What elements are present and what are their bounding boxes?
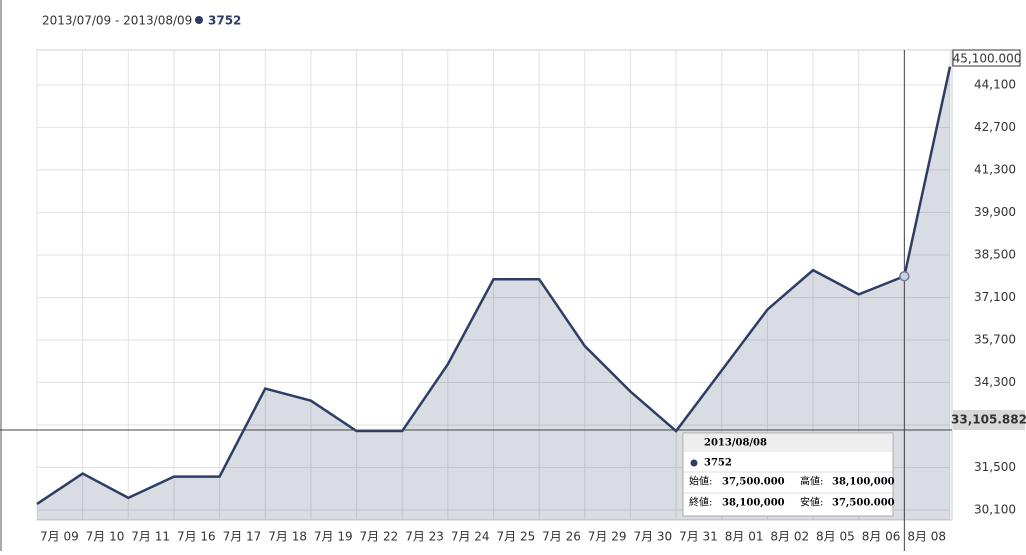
y-tick-label: 38,500 <box>974 247 1016 261</box>
crosshair-label-box <box>953 410 1025 430</box>
tooltip-cell: 安値: <box>800 496 823 509</box>
y-tick-label: 34,300 <box>974 375 1016 389</box>
x-tick-label: 8月 05 <box>816 530 855 544</box>
tooltip-cell: 始値: <box>689 475 712 488</box>
hover-point <box>899 270 910 282</box>
tooltip-dot <box>690 459 698 467</box>
x-tick-label: 8月 06 <box>862 530 901 544</box>
tooltip-header <box>684 434 892 452</box>
x-tick-label: 7月 23 <box>405 530 444 544</box>
legend-dot <box>195 16 203 24</box>
x-tick-label: 7月 26 <box>542 530 581 544</box>
tooltip-cell: 高値: <box>800 475 823 488</box>
line <box>36 66 952 505</box>
x-tick-label: 7月 25 <box>497 530 536 544</box>
x-tick-label: 7月 30 <box>633 530 672 544</box>
max-label-box <box>952 49 1021 67</box>
x-tick-label: 8月 02 <box>770 530 809 544</box>
tooltip-cell: 終値: <box>689 496 712 509</box>
y-tick-label: 35,700 <box>974 332 1016 346</box>
y-tick-label: 41,300 <box>974 162 1016 176</box>
x-tick-label: 7月 19 <box>314 530 353 544</box>
y-tick-label: 31,500 <box>974 460 1016 474</box>
x-tick-label: 8月 01 <box>725 530 764 544</box>
x-tick-label: 7月 16 <box>177 530 216 544</box>
x-tick-label: 7月 10 <box>86 530 125 544</box>
y-tick-label: 37,100 <box>974 290 1016 304</box>
tooltip-cell: 37,500.000 <box>832 498 895 509</box>
y-tick-label: 30,100 <box>974 502 1016 516</box>
x-tick-label: 7月 09 <box>40 530 79 544</box>
x-tick-label: 8月 08 <box>907 530 946 544</box>
y-tick-label: 39,900 <box>974 205 1016 219</box>
y-tick-label: 42,700 <box>974 120 1016 134</box>
tooltip-cell: 38,100,000 <box>722 498 785 509</box>
x-tick-label: 7月 17 <box>223 530 262 544</box>
date-range: 2013/07/09 - 2013/08/09 <box>42 14 192 28</box>
y-tick-label: 44,100 <box>974 77 1016 91</box>
area <box>37 66 950 520</box>
tooltip: 2013/08/08 3752 始値: 37,500.000 高値: 38,100,000… <box>682 432 895 517</box>
x-tick-label: 7月 11 <box>131 530 170 544</box>
crosshair-label: 33,105.882 <box>951 413 1026 427</box>
tooltip-date: 2013/08/08 <box>704 438 767 449</box>
tooltip-series: 3752 <box>704 458 732 469</box>
x-tick-label: 7月 24 <box>451 530 490 544</box>
max-label: 45,100.000 <box>953 52 1022 66</box>
x-tick-label: 7月 29 <box>588 530 627 544</box>
x-tick-label: 7月 31 <box>679 530 718 544</box>
legend-entry[interactable]: 3752 <box>208 14 241 28</box>
x-tick-label: 7月 22 <box>360 530 399 544</box>
x-tick-label: 7月 18 <box>268 530 307 544</box>
tooltip-cell: 38,100,000 <box>832 477 895 488</box>
tooltip-cell: 37,500.000 <box>722 477 785 488</box>
